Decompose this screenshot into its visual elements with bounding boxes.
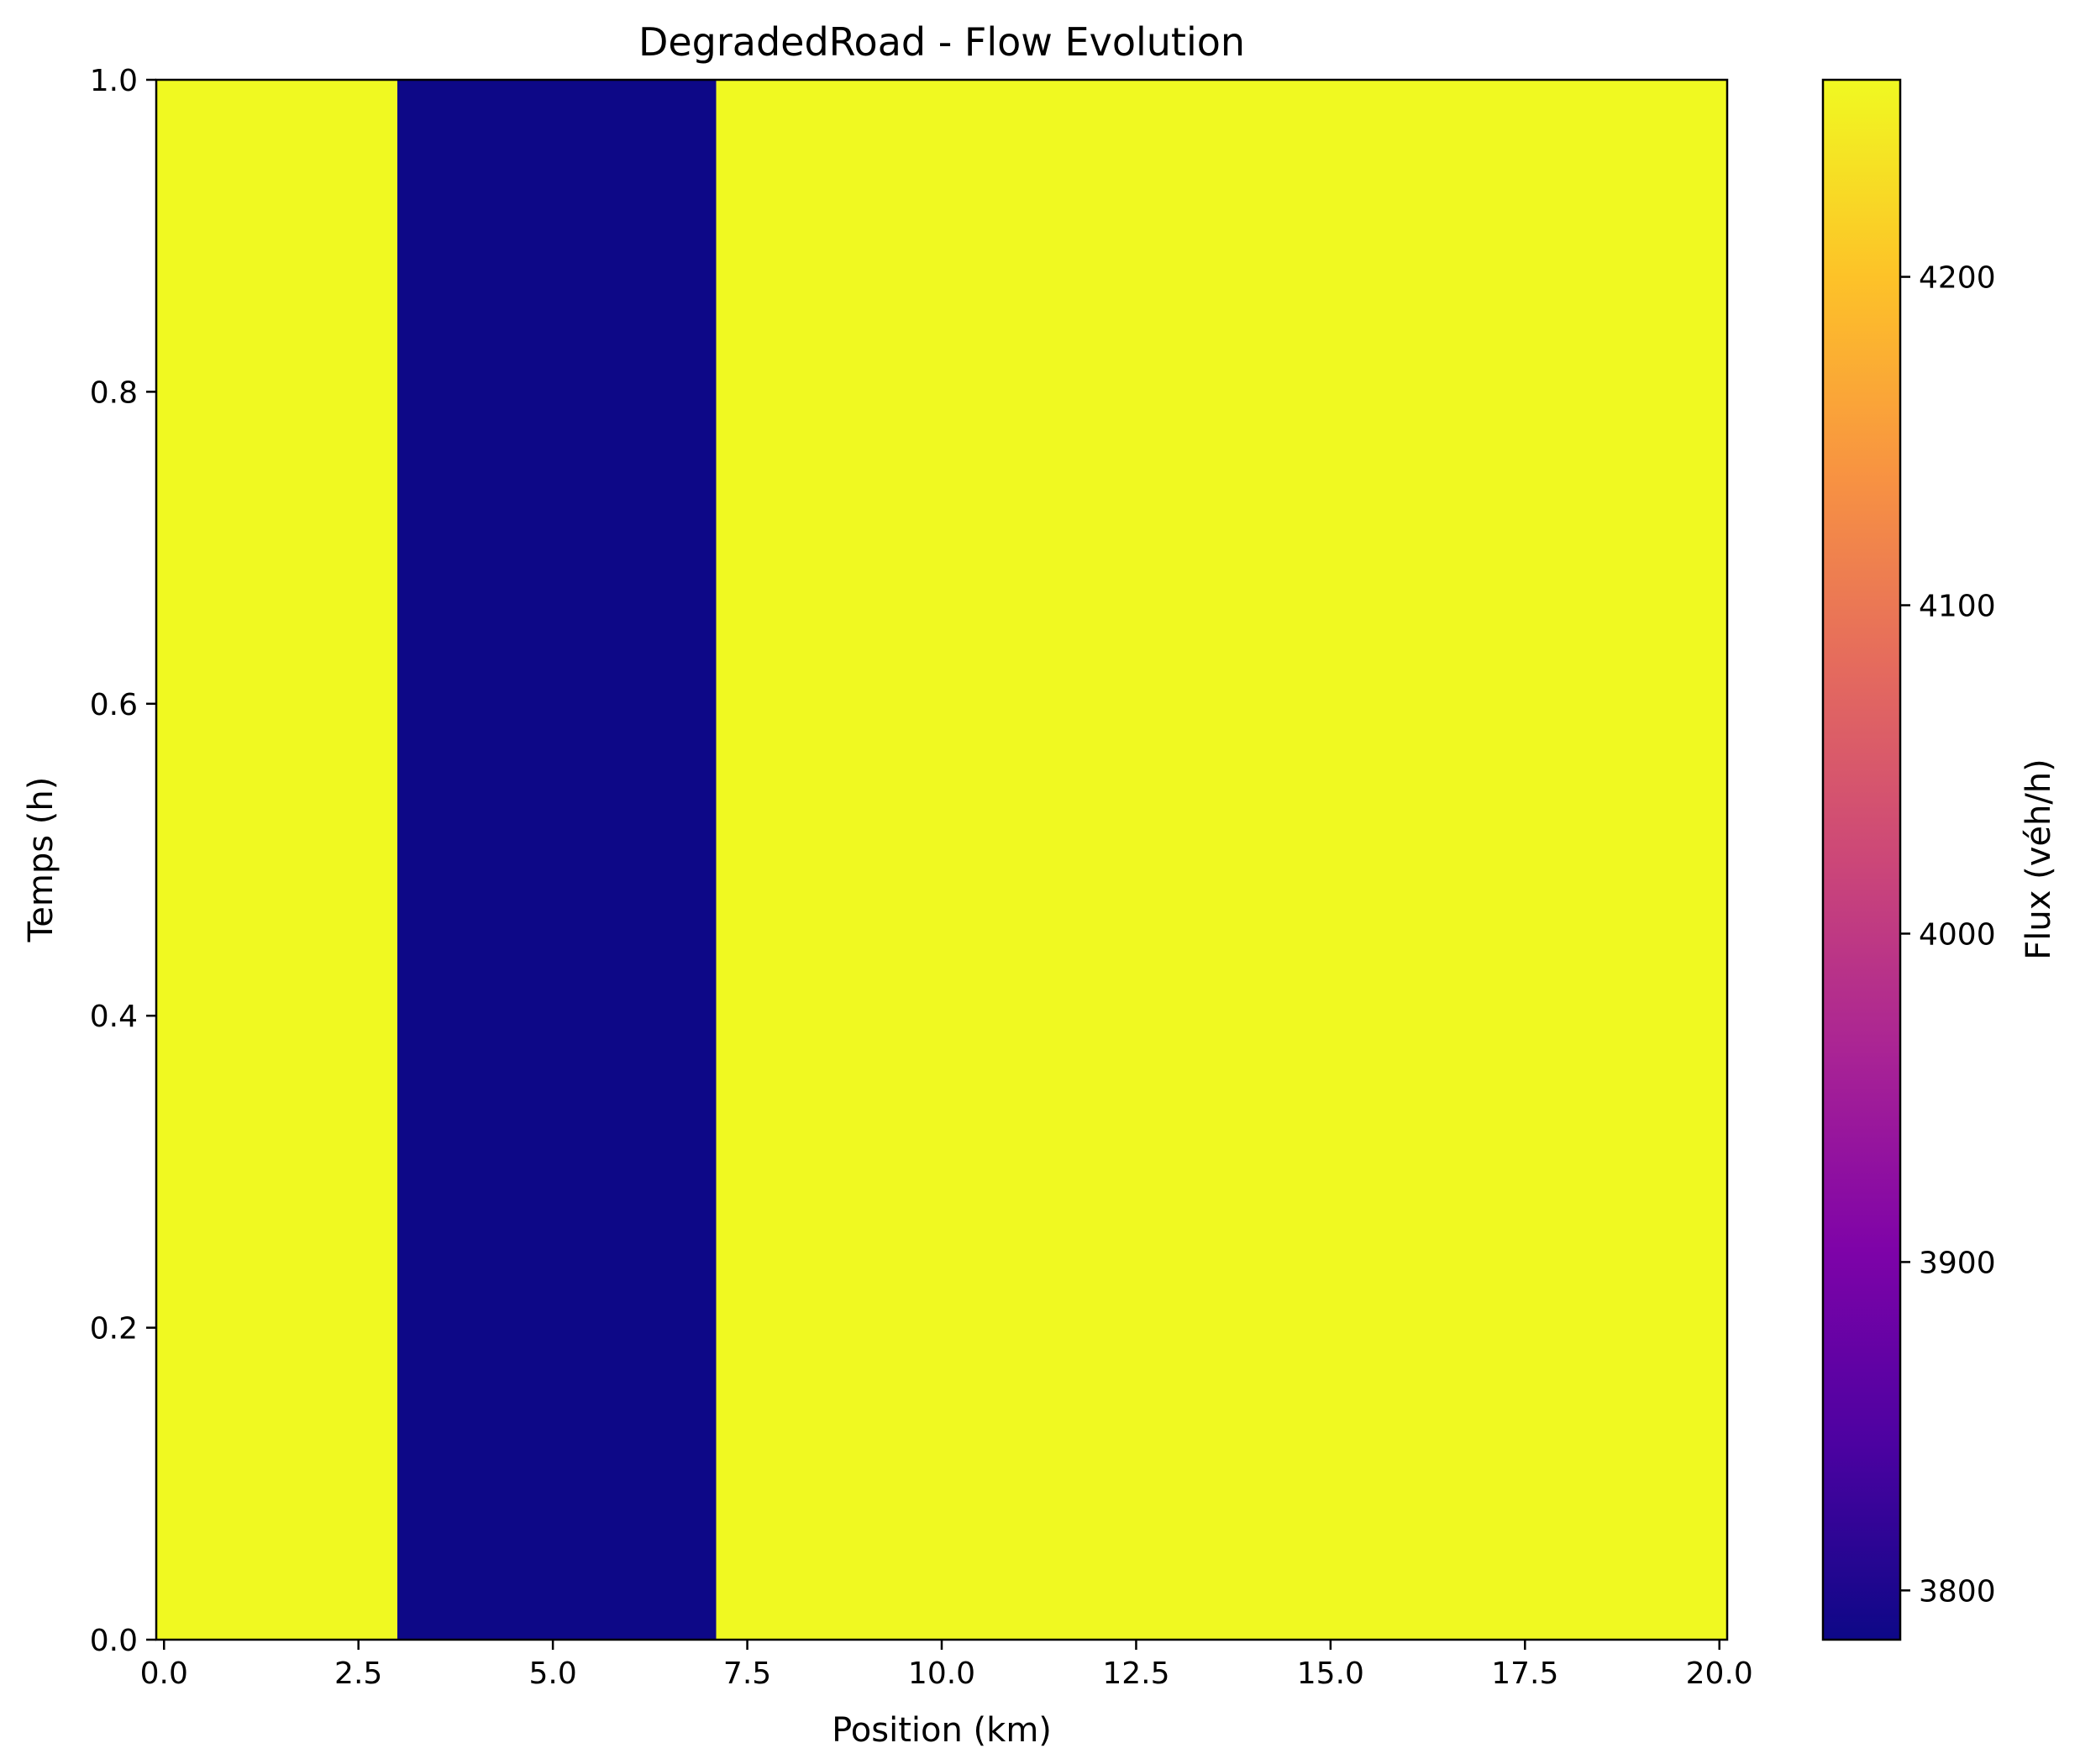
y-tick-label: 0.0 [90, 1624, 138, 1658]
colorbar-tick-label: 3900 [1919, 1246, 1996, 1280]
y-tick-label: 1.0 [90, 64, 138, 98]
heatmap-cell-0 [156, 80, 397, 1640]
x-tick-label: 7.5 [723, 1656, 771, 1691]
colorbar-tick-label: 3800 [1919, 1574, 1996, 1609]
plot-area [155, 78, 1729, 1641]
colorbar-gradient [1821, 78, 1902, 1641]
colorbar-label: Flux (véh/h) [2020, 759, 2058, 960]
colorbar-ticks: 3800 3900 4000 4100 4200 [1900, 261, 1996, 1609]
x-tick-label: 5.0 [528, 1656, 576, 1691]
y-tick-label: 0.4 [90, 1000, 138, 1034]
heatmap-cells [156, 80, 1727, 1640]
x-tick-label: 0.0 [140, 1656, 188, 1691]
colorbar-tick-label: 4200 [1919, 261, 1996, 296]
heatmap-cell-1 [397, 80, 717, 1640]
colorbar-tick-label: 4000 [1919, 917, 1996, 952]
x-tick-label: 10.0 [908, 1656, 975, 1691]
x-tick-label: 15.0 [1297, 1656, 1364, 1691]
x-tick-label: 2.5 [334, 1656, 382, 1691]
colorbar-tick-label: 4100 [1919, 590, 1996, 624]
x-axis-label: Position (km) [832, 1711, 1052, 1750]
y-tick-label: 0.8 [90, 375, 138, 410]
heatmap-cell-2 [716, 80, 1727, 1640]
x-tick-label: 17.5 [1491, 1656, 1558, 1691]
x-axis-ticks: 0.0 2.5 5.0 7.5 10.0 12.5 15.0 17.5 20.0 [140, 1640, 1753, 1691]
y-tick-label: 0.2 [90, 1312, 138, 1347]
y-tick-label: 0.6 [90, 688, 138, 722]
colorbar: 3800 3900 4000 4100 4200 Flux (véh/h) [1821, 78, 2058, 1641]
y-axis-label: Temps (h) [22, 777, 60, 943]
y-axis-ticks: 0.0 0.2 0.4 0.6 0.8 1.0 [90, 64, 156, 1658]
chart-title: DegradedRoad - Flow Evolution [638, 19, 1245, 65]
x-tick-label: 20.0 [1686, 1656, 1753, 1691]
x-tick-label: 12.5 [1102, 1656, 1169, 1691]
